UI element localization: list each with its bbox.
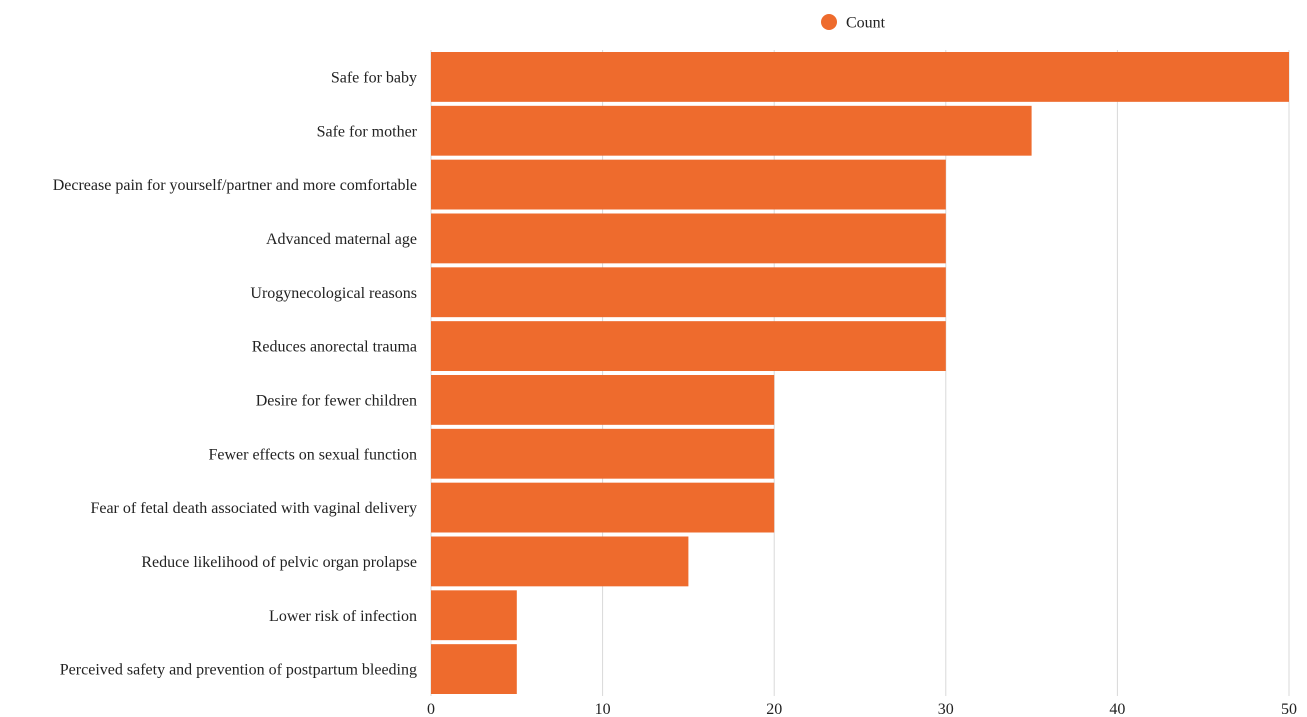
bar-5[interactable]: [431, 321, 946, 371]
bar-2[interactable]: [431, 160, 946, 210]
x-tick-label: 50: [1281, 701, 1297, 717]
bar-7[interactable]: [431, 429, 774, 479]
bar-10[interactable]: [431, 590, 517, 640]
x-tick-label: 10: [595, 701, 611, 717]
category-label: Reduces anorectal trauma: [252, 339, 417, 356]
category-label: Urogynecological reasons: [250, 285, 417, 302]
category-label: Lower risk of infection: [269, 608, 417, 625]
category-label: Decrease pain for yourself/partner and m…: [53, 177, 417, 194]
category-label: Fear of fetal death associated with vagi…: [90, 500, 417, 517]
x-tick-label: 40: [1109, 701, 1125, 717]
category-label: Reduce likelihood of pelvic organ prolap…: [141, 554, 417, 571]
category-label: Advanced maternal age: [266, 231, 417, 248]
bar-4[interactable]: [431, 267, 946, 317]
bar-9[interactable]: [431, 537, 688, 587]
category-labels: Safe for baby Safe for mother Decrease pai…: [53, 69, 418, 678]
bar-0[interactable]: [431, 52, 1289, 102]
category-label: Safe for baby: [331, 69, 417, 86]
category-label: Desire for fewer children: [256, 392, 417, 409]
legend-label-count: Count: [846, 15, 886, 32]
x-tick-label: 30: [938, 701, 954, 717]
bar-layer: [431, 52, 1289, 694]
bar-6[interactable]: [431, 375, 774, 425]
legend: Count: [821, 14, 886, 32]
category-label: Safe for mother: [317, 123, 418, 140]
category-label: Perceived safety and prevention of postp…: [60, 662, 417, 679]
x-tick-label: 20: [766, 701, 782, 717]
bar-8[interactable]: [431, 483, 774, 533]
x-axis-tick-labels: 0 10 20 30 40 50: [427, 701, 1297, 717]
legend-marker-count: [821, 14, 837, 30]
bar-11[interactable]: [431, 644, 517, 694]
x-tick-label: 0: [427, 701, 435, 717]
category-label: Fewer effects on sexual function: [208, 446, 417, 463]
bar-1[interactable]: [431, 106, 1032, 156]
bar-3[interactable]: [431, 214, 946, 264]
